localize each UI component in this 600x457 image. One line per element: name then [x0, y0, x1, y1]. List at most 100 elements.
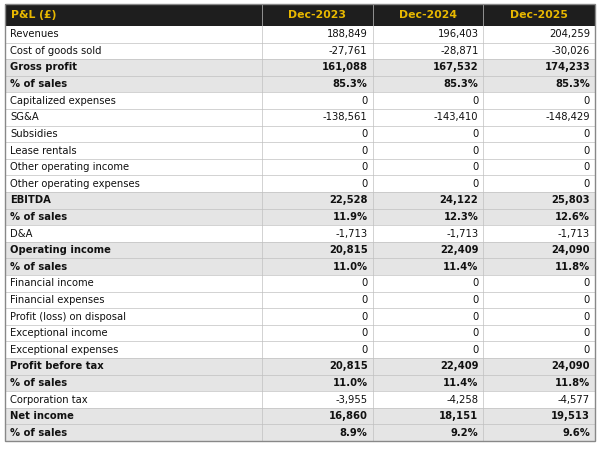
Bar: [5, 4, 595, 26]
Text: 174,233: 174,233: [544, 63, 590, 73]
Text: Dec-2024: Dec-2024: [399, 10, 457, 20]
Text: -1,713: -1,713: [446, 228, 478, 239]
Bar: [5, 341, 595, 358]
Text: 24,090: 24,090: [551, 361, 590, 371]
Text: 0: 0: [584, 145, 590, 155]
Text: 85.3%: 85.3%: [443, 79, 478, 89]
Text: -3,955: -3,955: [335, 394, 368, 404]
Bar: [5, 225, 595, 242]
Text: 24,122: 24,122: [440, 195, 478, 205]
Text: 0: 0: [361, 129, 368, 139]
Text: -1,713: -1,713: [335, 228, 368, 239]
Bar: [5, 76, 595, 92]
Bar: [5, 258, 595, 275]
Text: Subsidies: Subsidies: [10, 129, 58, 139]
Bar: [5, 375, 595, 391]
Bar: [5, 142, 595, 159]
Text: 0: 0: [472, 145, 478, 155]
Text: 0: 0: [361, 96, 368, 106]
Text: Exceptional expenses: Exceptional expenses: [10, 345, 118, 355]
Text: 22,409: 22,409: [440, 361, 478, 371]
Text: 25,803: 25,803: [551, 195, 590, 205]
Text: 12.3%: 12.3%: [443, 212, 478, 222]
Text: 0: 0: [584, 278, 590, 288]
Text: Dec-2025: Dec-2025: [511, 10, 568, 20]
Text: 19,513: 19,513: [551, 411, 590, 421]
Text: 11.8%: 11.8%: [555, 378, 590, 388]
Text: 18,151: 18,151: [439, 411, 478, 421]
Text: 22,409: 22,409: [440, 245, 478, 255]
Text: 0: 0: [472, 328, 478, 338]
Text: 0: 0: [361, 295, 368, 305]
Text: 0: 0: [472, 162, 478, 172]
Text: -30,026: -30,026: [552, 46, 590, 56]
Text: 0: 0: [361, 312, 368, 322]
Bar: [5, 159, 595, 175]
Text: Profit (loss) on disposal: Profit (loss) on disposal: [10, 312, 126, 322]
Text: 11.9%: 11.9%: [332, 212, 368, 222]
Text: Other operating expenses: Other operating expenses: [10, 179, 140, 189]
Text: 11.0%: 11.0%: [332, 378, 368, 388]
Text: -1,713: -1,713: [558, 228, 590, 239]
Text: 9.2%: 9.2%: [451, 428, 478, 438]
Text: -4,577: -4,577: [558, 394, 590, 404]
Text: -27,761: -27,761: [329, 46, 368, 56]
Text: 11.8%: 11.8%: [555, 262, 590, 272]
Text: 0: 0: [361, 162, 368, 172]
Text: Gross profit: Gross profit: [10, 63, 77, 73]
Text: 85.3%: 85.3%: [332, 79, 368, 89]
Text: Dec-2023: Dec-2023: [288, 10, 346, 20]
Text: Exceptional income: Exceptional income: [10, 328, 107, 338]
Text: 11.4%: 11.4%: [443, 262, 478, 272]
Text: Capitalized expenses: Capitalized expenses: [10, 96, 116, 106]
Text: 11.4%: 11.4%: [443, 378, 478, 388]
Text: 0: 0: [361, 179, 368, 189]
Text: % of sales: % of sales: [10, 79, 67, 89]
Text: 0: 0: [361, 145, 368, 155]
Text: 0: 0: [584, 129, 590, 139]
Text: SG&A: SG&A: [10, 112, 39, 122]
Text: 0: 0: [361, 278, 368, 288]
Text: Other operating income: Other operating income: [10, 162, 129, 172]
Text: 85.3%: 85.3%: [555, 79, 590, 89]
Text: -4,258: -4,258: [446, 394, 478, 404]
Text: 0: 0: [472, 278, 478, 288]
Text: 0: 0: [361, 328, 368, 338]
Text: Financial income: Financial income: [10, 278, 94, 288]
Text: D&A: D&A: [10, 228, 32, 239]
Bar: [5, 92, 595, 109]
Text: 0: 0: [584, 312, 590, 322]
Text: 167,532: 167,532: [433, 63, 478, 73]
Bar: [5, 275, 595, 292]
Text: -143,410: -143,410: [434, 112, 478, 122]
Bar: [5, 242, 595, 258]
Text: Lease rentals: Lease rentals: [10, 145, 77, 155]
Text: 0: 0: [472, 179, 478, 189]
Bar: [5, 126, 595, 142]
Text: -28,871: -28,871: [440, 46, 478, 56]
Bar: [5, 26, 595, 43]
Text: 0: 0: [584, 345, 590, 355]
Text: 0: 0: [472, 96, 478, 106]
Text: Profit before tax: Profit before tax: [10, 361, 104, 371]
Text: 24,090: 24,090: [551, 245, 590, 255]
Text: 22,528: 22,528: [329, 195, 368, 205]
Bar: [5, 109, 595, 126]
Text: 8.9%: 8.9%: [340, 428, 368, 438]
Text: 0: 0: [584, 295, 590, 305]
Text: 11.0%: 11.0%: [332, 262, 368, 272]
Text: 161,088: 161,088: [322, 63, 368, 73]
Text: 0: 0: [472, 345, 478, 355]
Text: % of sales: % of sales: [10, 212, 67, 222]
Text: 0: 0: [584, 96, 590, 106]
Text: 0: 0: [472, 129, 478, 139]
Bar: [5, 425, 595, 441]
Text: -138,561: -138,561: [323, 112, 368, 122]
Bar: [5, 59, 595, 76]
Bar: [5, 391, 595, 408]
Text: Net income: Net income: [10, 411, 74, 421]
Bar: [5, 308, 595, 325]
Bar: [5, 192, 595, 208]
Text: 12.6%: 12.6%: [555, 212, 590, 222]
Text: 0: 0: [472, 295, 478, 305]
